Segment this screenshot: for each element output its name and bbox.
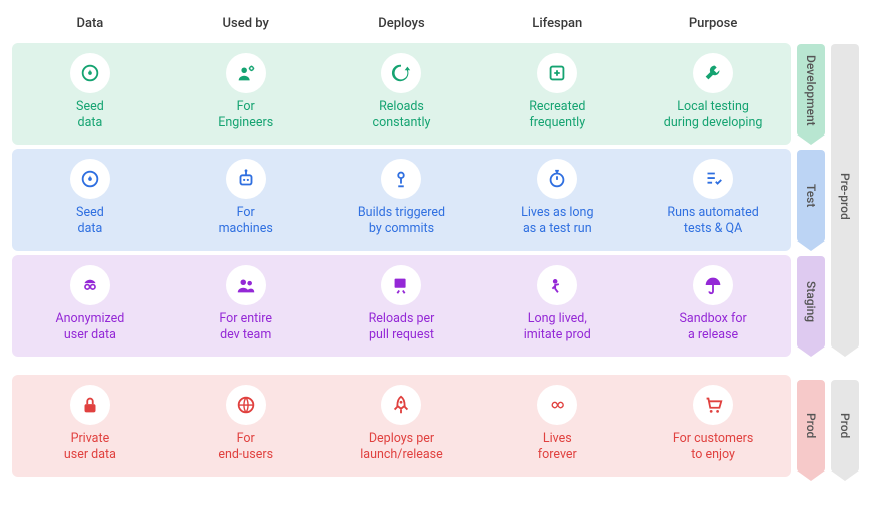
cell-label: For entiredev team — [219, 311, 272, 344]
pullreq-icon — [381, 265, 421, 305]
row-test: Seeddata Formachines Builds triggeredby co… — [12, 149, 791, 251]
cell-label: Local testingduring developing — [664, 99, 763, 132]
cell-label: Privateuser data — [64, 431, 116, 464]
side-label-prod: Prod — [797, 380, 825, 472]
spacer — [831, 10, 859, 40]
cell-label: Anonymizeduser data — [56, 311, 125, 344]
cell-label: Forend-users — [218, 431, 273, 464]
seed-icon — [70, 159, 110, 199]
cell-prod-data: Privateuser data — [12, 385, 168, 464]
header-data: Data — [12, 10, 168, 37]
cell-label: Recreatedfrequently — [529, 99, 585, 132]
cell-test-used-by: Formachines — [168, 159, 324, 238]
cell-prod-used-by: Forend-users — [168, 385, 324, 464]
stopwatch-icon — [537, 159, 577, 199]
arrow-icon — [797, 135, 825, 145]
cell-label: Reloadsconstantly — [373, 99, 431, 132]
row-prod: Privateuser data Forend-users Deploys perl… — [12, 375, 791, 477]
cell-label: Long lived,imitate prod — [524, 311, 591, 344]
spacer — [797, 362, 825, 376]
anon-icon — [70, 265, 110, 305]
wrench-icon — [693, 53, 733, 93]
checklist-icon — [693, 159, 733, 199]
cell-staging-lifespan: Long lived,imitate prod — [479, 265, 635, 344]
cell-label: Livesforever — [538, 431, 577, 464]
cell-staging-deploys: Reloads perpull request — [324, 265, 480, 344]
header-purpose: Purpose — [635, 10, 791, 37]
gap-before-prod — [12, 361, 791, 375]
cell-development-deploys: Reloadsconstantly — [324, 53, 480, 132]
group-label-text: Prod — [838, 413, 852, 438]
header-used-by: Used by — [168, 10, 324, 37]
cell-label: For customersto enjoy — [673, 431, 754, 464]
row-development: Seeddata ForEngineers Reloadsconstantly Rec… — [12, 43, 791, 145]
cell-label: Sandbox fora release — [679, 311, 746, 344]
grid: DataUsed byDeploysLifespanPurpose Seedda… — [12, 10, 791, 482]
arrow-icon — [831, 471, 859, 481]
diagram-wrap: DataUsed byDeploysLifespanPurpose Seedda… — [12, 10, 859, 482]
umbrella-icon — [693, 265, 733, 305]
spacer — [797, 10, 825, 40]
cell-staging-used-by: For entiredev team — [168, 265, 324, 344]
side-label-text: Prod — [804, 413, 818, 438]
env-labels-col: Development Test Staging Prod — [797, 10, 825, 482]
cell-development-purpose: Local testingduring developing — [635, 53, 791, 132]
reload-icon — [381, 53, 421, 93]
row-staging: Anonymizeduser data For entiredev team Rel… — [12, 255, 791, 357]
longlife-icon — [537, 265, 577, 305]
cell-development-used-by: ForEngineers — [168, 53, 324, 132]
cell-label: Lives as longas a test run — [521, 205, 593, 238]
cell-staging-data: Anonymizeduser data — [12, 265, 168, 344]
cell-test-purpose: Runs automatedtests & QA — [635, 159, 791, 238]
arrow-icon — [797, 471, 825, 481]
cell-test-lifespan: Lives as longas a test run — [479, 159, 635, 238]
side-label-text: Test — [804, 184, 818, 207]
header-row: DataUsed byDeploysLifespanPurpose — [12, 10, 791, 37]
side-label-text: Staging — [804, 281, 818, 322]
group-label-text: Pre-prod — [838, 173, 852, 220]
cell-prod-lifespan: Livesforever — [479, 385, 635, 464]
cell-development-lifespan: Recreatedfrequently — [479, 53, 635, 132]
group-label-pre-prod: Pre-prod — [831, 44, 859, 348]
spacer — [831, 362, 859, 376]
cell-label: Seeddata — [76, 99, 104, 132]
cell-prod-deploys: Deploys perlaunch/release — [324, 385, 480, 464]
cell-label: Seeddata — [76, 205, 104, 238]
cell-label: Builds triggeredby commits — [358, 205, 445, 238]
side-label-development: Development — [797, 44, 825, 136]
sidebars: Development Test Staging Prod Pre-prod Prod — [797, 10, 859, 482]
rows-container: Seeddata ForEngineers Reloadsconstantly Rec… — [12, 43, 791, 477]
cell-prod-purpose: For customersto enjoy — [635, 385, 791, 464]
seed-icon — [70, 53, 110, 93]
robot-icon — [226, 159, 266, 199]
rocket-icon — [381, 385, 421, 425]
side-label-test: Test — [797, 150, 825, 242]
cell-label: Reloads perpull request — [369, 311, 435, 344]
cell-label: ForEngineers — [218, 99, 273, 132]
cell-label: Deploys perlaunch/release — [360, 431, 443, 464]
cell-staging-purpose: Sandbox fora release — [635, 265, 791, 344]
globe-icon — [226, 385, 266, 425]
team-icon — [226, 265, 266, 305]
cell-label: Runs automatedtests & QA — [667, 205, 758, 238]
recreate-icon — [537, 53, 577, 93]
group-labels-col: Pre-prod Prod — [831, 10, 859, 482]
cell-development-data: Seeddata — [12, 53, 168, 132]
lock-icon — [70, 385, 110, 425]
header-lifespan: Lifespan — [479, 10, 635, 37]
group-label-prod: Prod — [831, 380, 859, 472]
arrow-icon — [831, 347, 859, 357]
side-label-text: Development — [804, 55, 818, 126]
arrow-icon — [797, 347, 825, 357]
side-label-staging: Staging — [797, 256, 825, 348]
cell-label: Formachines — [219, 205, 273, 238]
engineer-icon — [226, 53, 266, 93]
cell-test-data: Seeddata — [12, 159, 168, 238]
commit-icon — [381, 159, 421, 199]
cart-icon — [693, 385, 733, 425]
header-deploys: Deploys — [324, 10, 480, 37]
cell-test-deploys: Builds triggeredby commits — [324, 159, 480, 238]
infinity-icon — [537, 385, 577, 425]
arrow-icon — [797, 241, 825, 251]
